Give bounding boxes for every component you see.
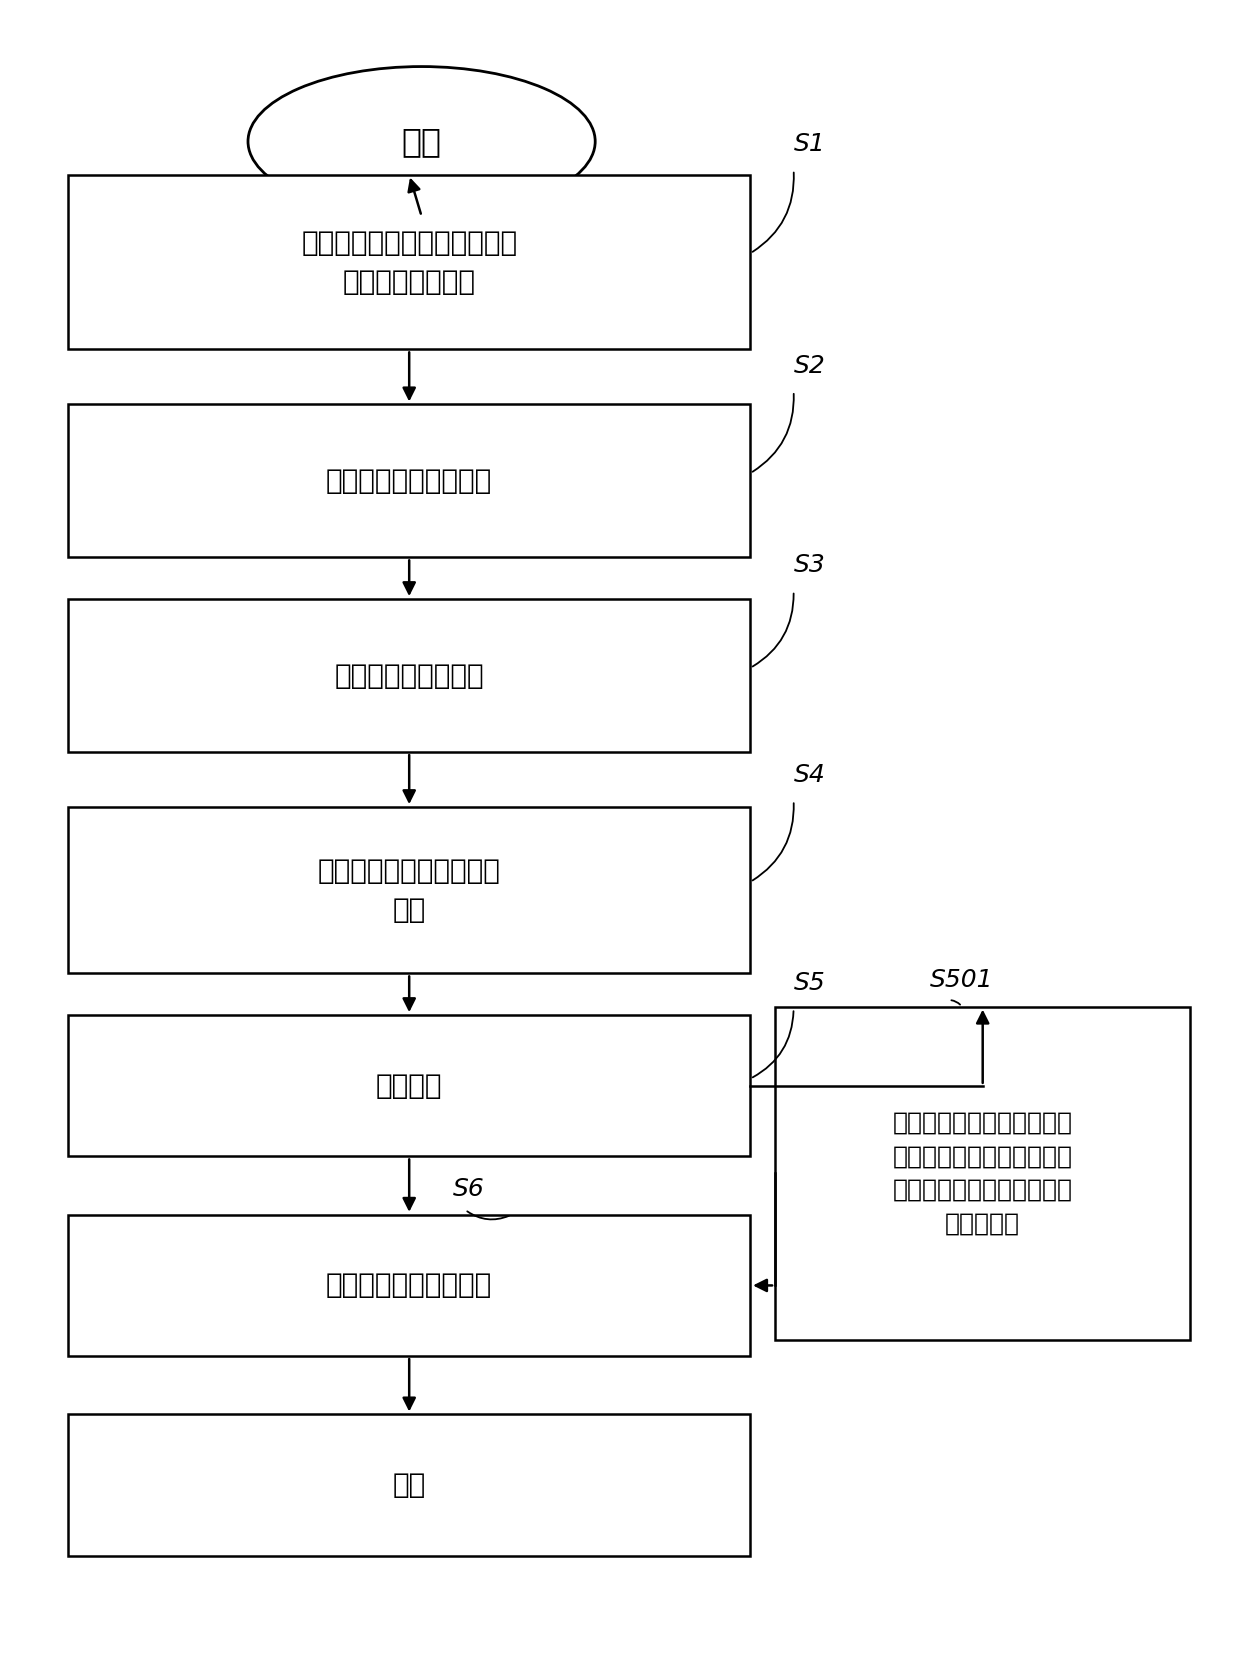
FancyBboxPatch shape	[68, 404, 750, 557]
Text: S4: S4	[794, 764, 826, 787]
Ellipse shape	[248, 67, 595, 216]
Text: 开始: 开始	[402, 125, 441, 158]
Text: 结束: 结束	[393, 1471, 425, 1499]
FancyBboxPatch shape	[775, 1007, 1190, 1340]
FancyBboxPatch shape	[68, 175, 750, 349]
Text: S2: S2	[794, 354, 826, 378]
FancyBboxPatch shape	[68, 1215, 750, 1356]
Text: 裁剪刀至裁剪指定点处: 裁剪刀至裁剪指定点处	[326, 1271, 492, 1300]
Text: S3: S3	[794, 554, 826, 577]
Text: S5: S5	[794, 972, 826, 995]
Text: 进行切割: 进行切割	[376, 1072, 443, 1100]
Text: 输出旋转指令至刀片旋转
电机: 输出旋转指令至刀片旋转 电机	[317, 857, 501, 924]
Text: S501: S501	[930, 968, 993, 992]
FancyBboxPatch shape	[68, 599, 750, 752]
Text: 计算刀片的旋转角度: 计算刀片的旋转角度	[335, 662, 484, 689]
Text: 收到裁剪指令；裁剪刀移动至
指定的裁剪起始点: 收到裁剪指令；裁剪刀移动至 指定的裁剪起始点	[301, 228, 517, 296]
Text: 实时检测裁剪刀在裁剪坐标
系中的当前坐标，计算刀片
的当前旋转角度，对刀片进
实时行纠偏: 实时检测裁剪刀在裁剪坐标 系中的当前坐标，计算刀片 的当前旋转角度，对刀片进 实…	[893, 1112, 1073, 1235]
FancyBboxPatch shape	[68, 1015, 750, 1156]
Text: S1: S1	[794, 133, 826, 156]
FancyBboxPatch shape	[68, 807, 750, 973]
Text: S6: S6	[453, 1178, 485, 1201]
FancyBboxPatch shape	[68, 1414, 750, 1556]
Text: 收到裁剪指定点的坐标: 收到裁剪指定点的坐标	[326, 468, 492, 494]
